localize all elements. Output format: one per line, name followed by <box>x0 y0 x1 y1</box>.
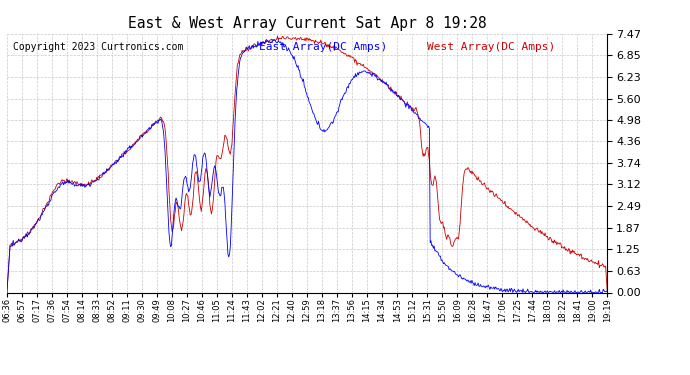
Text: West Array(DC Amps): West Array(DC Amps) <box>427 42 555 51</box>
Title: East & West Array Current Sat Apr 8 19:28: East & West Array Current Sat Apr 8 19:2… <box>128 16 486 31</box>
Text: Copyright 2023 Curtronics.com: Copyright 2023 Curtronics.com <box>13 42 184 51</box>
Text: East Array(DC Amps): East Array(DC Amps) <box>259 42 387 51</box>
